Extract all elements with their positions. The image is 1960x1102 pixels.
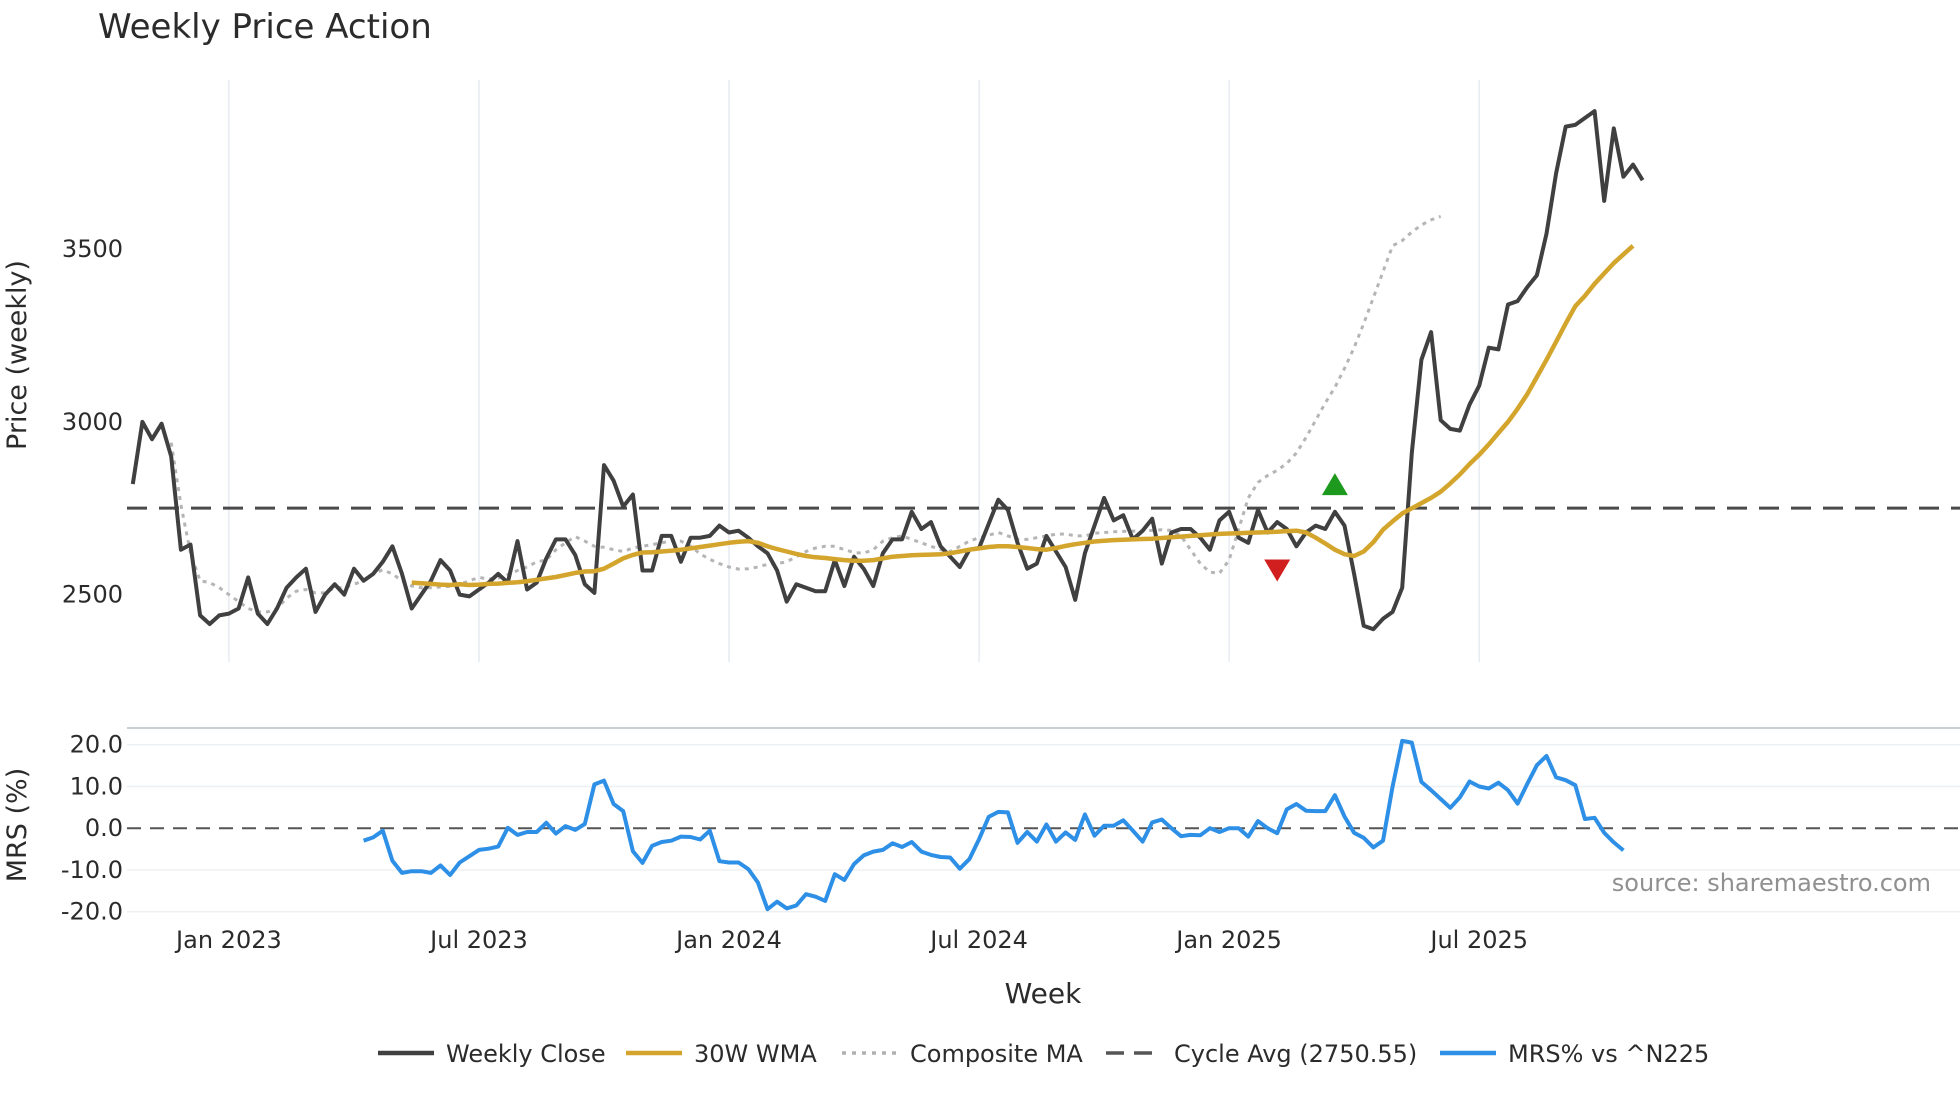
mrs-tick-label: 0.0	[85, 814, 123, 842]
chart-title: Weekly Price Action	[98, 7, 432, 47]
price-panel: 2500 3000 3500	[62, 80, 1960, 662]
x-tick-label: Jan 2023	[174, 926, 282, 954]
x-tick-label: Jul 2025	[1428, 926, 1528, 954]
mrs-line	[362, 738, 1625, 912]
composite-ma-line	[169, 214, 1442, 614]
x-axis-label: Week	[1005, 977, 1082, 1010]
x-axis-ticks: Jan 2023 Jul 2023 Jan 2024 Jul 2024 Jan 2025…	[174, 926, 1528, 954]
legend-label: Cycle Avg (2750.55)	[1174, 1040, 1417, 1068]
legend-label: Weekly Close	[446, 1040, 606, 1068]
price-axis-label: Price (weekly)	[2, 260, 33, 450]
mrs-tick-label: -20.0	[61, 898, 123, 926]
legend-label: 30W WMA	[694, 1040, 817, 1068]
price-tick-label: 3500	[62, 235, 123, 263]
x-tick-label: Jul 2024	[928, 926, 1028, 954]
source-note: source: sharemaestro.com	[1612, 869, 1931, 897]
sell-signal-marker	[1264, 559, 1291, 582]
weekly-close-line	[130, 109, 1645, 632]
buy-signal-marker	[1321, 473, 1348, 496]
price-tick-label: 2500	[62, 581, 123, 609]
mrs-panel: 20.0 10.0 0.0 -10.0 -20.0	[61, 727, 1960, 926]
x-tick-label: Jul 2023	[428, 926, 528, 954]
mrs-axis-label: MRS (%)	[2, 768, 33, 883]
mrs-tick-label: 20.0	[70, 731, 123, 759]
mrs-tick-label: 10.0	[70, 773, 123, 801]
x-tick-label: Jan 2025	[1174, 926, 1282, 954]
legend: Weekly Close 30W WMA Composite MA Cycle Avg…	[378, 1040, 1709, 1068]
legend-label: Composite MA	[910, 1040, 1083, 1068]
wma-30w-line	[411, 244, 1635, 588]
mrs-tick-label: -10.0	[61, 856, 123, 884]
price-tick-label: 3000	[62, 408, 123, 436]
legend-label: MRS% vs ^N225	[1508, 1040, 1709, 1068]
x-tick-label: Jan 2024	[674, 926, 782, 954]
